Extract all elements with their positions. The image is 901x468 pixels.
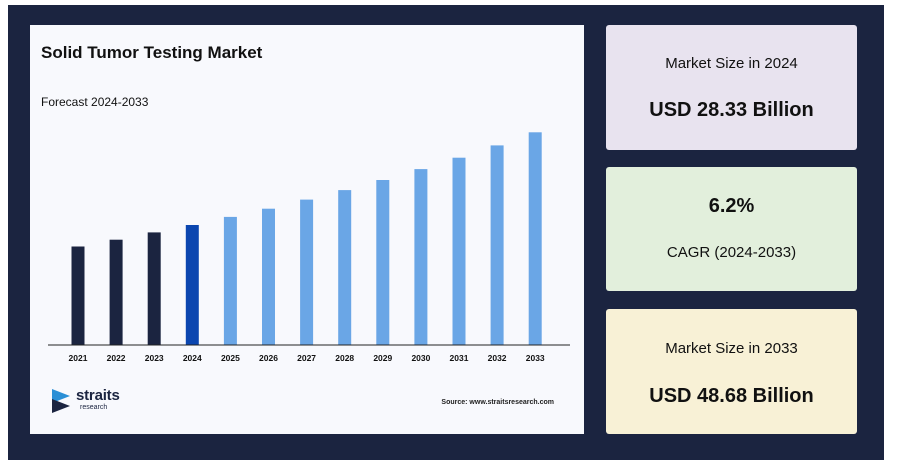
stat-value: USD 28.33 Billion	[649, 99, 814, 121]
x-tick-label-2024: 2024	[183, 353, 202, 363]
x-tick-label-2031: 2031	[450, 353, 469, 363]
logo-subtext: research	[80, 404, 108, 411]
bar-2033	[528, 132, 542, 345]
logo-wordmark: straits	[76, 387, 120, 404]
stat-value: 6.2%	[708, 195, 755, 217]
bar-2027	[300, 199, 314, 345]
bar-chart: 2021 2022 2023 2024 2025 2026 2027 2028 2029 2030…	[48, 132, 570, 363]
stat-label: Market Size in 2024	[665, 55, 798, 72]
bar-2026	[262, 208, 275, 345]
x-tick-label-2023: 2023	[145, 353, 164, 363]
x-tick-label-2021: 2021	[69, 353, 88, 363]
stat-card-market-size-2024: Market Size in 2024 USD 28.33 Billion	[606, 25, 857, 150]
stat-card-market-size-2033: Market Size in 2033 USD 48.68 Billion	[606, 309, 857, 434]
bar-2022	[109, 239, 123, 345]
bar-2030	[414, 169, 428, 345]
source-note: Source: www.straitsresearch.com	[441, 399, 554, 406]
bar-2029	[376, 180, 390, 345]
x-tick-label-2025: 2025	[221, 353, 240, 363]
chart-card: Solid Tumor Testing Market Forecast 2024…	[30, 25, 584, 434]
x-tick-label-2029: 2029	[373, 353, 392, 363]
stat-label: Market Size in 2033	[665, 340, 798, 357]
stat-card-cagr: 6.2% CAGR (2024-2033)	[606, 167, 857, 291]
x-tick-label-2033: 2033	[526, 353, 545, 363]
x-tick-label-2022: 2022	[107, 353, 126, 363]
chart-subtitle: Forecast 2024-2033	[41, 95, 149, 109]
x-tick-label-2028: 2028	[335, 353, 354, 363]
bar-2025	[223, 216, 237, 345]
bar-2028	[338, 190, 352, 345]
bar-2023	[147, 232, 161, 345]
x-tick-label-2030: 2030	[411, 353, 430, 363]
stat-value: USD 48.68 Billion	[649, 385, 814, 407]
stat-label: CAGR (2024-2033)	[666, 244, 797, 261]
x-tick-label-2026: 2026	[259, 353, 278, 363]
x-tick-label-2032: 2032	[488, 353, 507, 363]
chart-title: Solid Tumor Testing Market	[41, 43, 263, 62]
bar-2031	[452, 157, 466, 345]
straits-logo-icon	[52, 389, 70, 413]
straits-logo: straits research	[50, 387, 140, 417]
bar-2024	[185, 225, 199, 345]
bar-2032	[490, 145, 504, 345]
x-tick-label-2027: 2027	[297, 353, 316, 363]
bar-2021	[71, 246, 85, 345]
